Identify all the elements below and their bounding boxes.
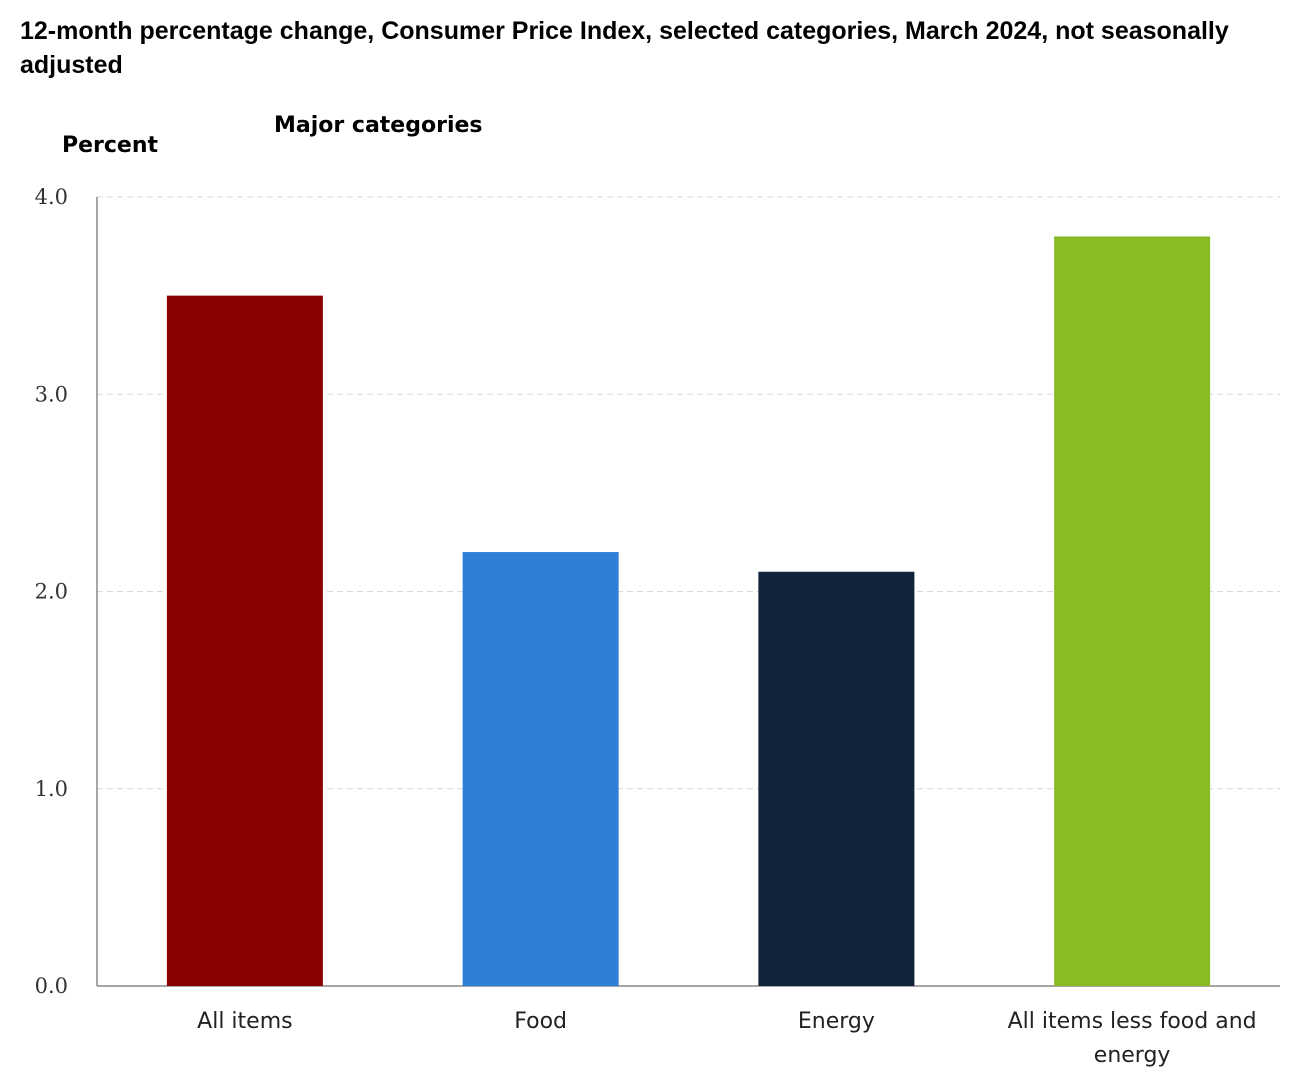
- chart-subtitle: Major categories: [274, 113, 483, 138]
- y-tick-label: 1.0: [35, 777, 68, 801]
- x-tick-label: energy: [1094, 1043, 1171, 1068]
- x-tick-label: All items: [197, 1009, 292, 1034]
- x-tick-label: All items less food and: [1008, 1009, 1257, 1034]
- bar[interactable]: [758, 571, 915, 986]
- bar[interactable]: [1054, 236, 1211, 986]
- x-tick-label: Energy: [798, 1009, 875, 1034]
- y-tick-label: 3.0: [35, 382, 68, 406]
- y-tick-label: 4.0: [35, 185, 68, 209]
- y-tick-label: 0.0: [35, 974, 68, 998]
- y-axis-label: Percent: [62, 133, 159, 158]
- y-tick-label: 2.0: [35, 580, 68, 604]
- chart-title: 12-month percentage change, Consumer Pri…: [20, 17, 1229, 79]
- bar[interactable]: [166, 295, 323, 986]
- bar[interactable]: [462, 552, 619, 986]
- x-tick-label: Food: [514, 1009, 567, 1034]
